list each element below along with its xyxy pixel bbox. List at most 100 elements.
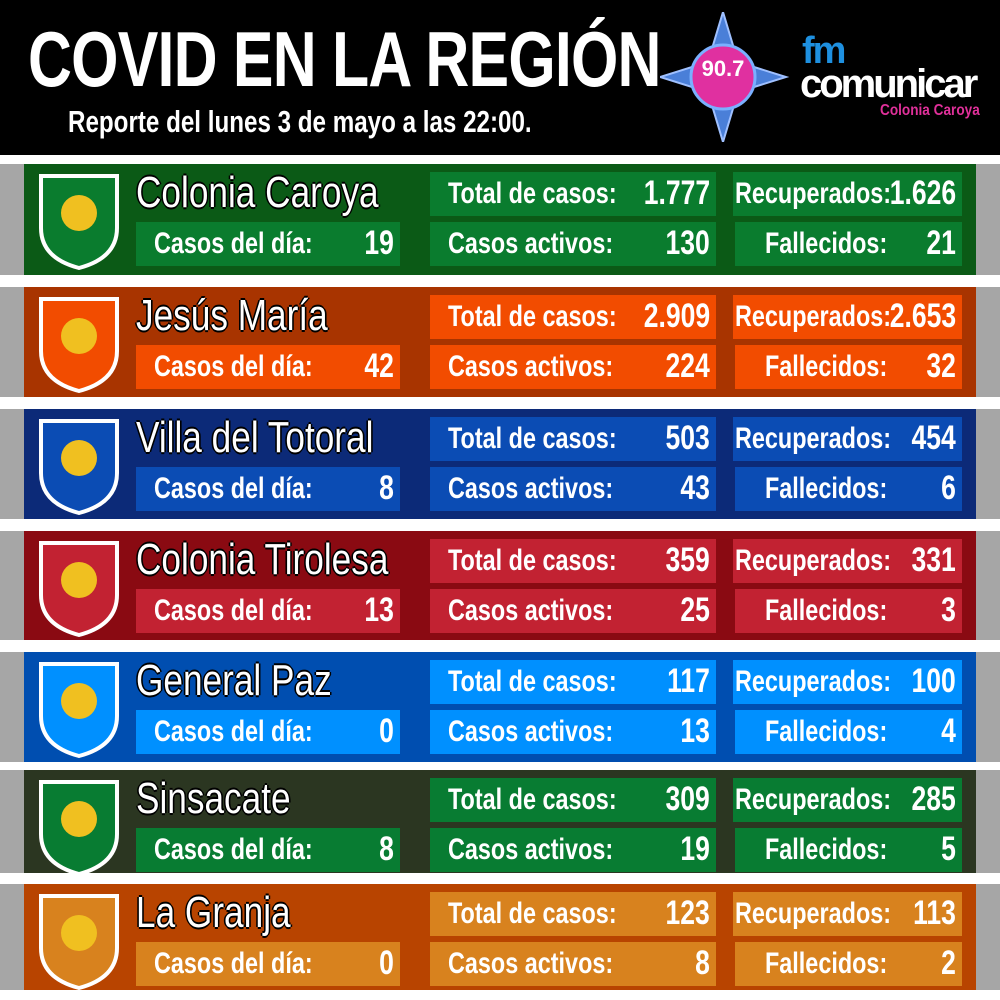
stat-label: Casos del día: bbox=[154, 350, 313, 383]
stat-label: Fallecidos: bbox=[765, 472, 888, 505]
radio-fm: fm bbox=[802, 30, 846, 72]
page-title: COVID EN LA REGIÓN bbox=[28, 15, 661, 103]
side-bar bbox=[0, 287, 24, 397]
town-crest-icon bbox=[39, 662, 119, 758]
stat-daily: Casos del día: 0 bbox=[136, 942, 400, 986]
stat-recovered: Recuperados: 1.626 bbox=[733, 172, 962, 216]
radio-frequency: 90.7 bbox=[701, 56, 745, 81]
stat-daily: Casos del día: 42 bbox=[136, 345, 400, 389]
stat-label: Fallecidos: bbox=[765, 715, 888, 748]
town-name: Colonia Caroya bbox=[136, 168, 379, 217]
stat-label: Casos activos: bbox=[448, 227, 614, 260]
stat-value: 1.777 bbox=[643, 174, 710, 212]
stat-value: 3 bbox=[941, 591, 956, 629]
stat-value: 503 bbox=[665, 419, 710, 457]
stat-value: 224 bbox=[665, 347, 710, 385]
stat-value: 43 bbox=[680, 469, 710, 507]
stat-total: Total de casos: 123 bbox=[430, 892, 716, 936]
stat-label: Casos del día: bbox=[154, 715, 313, 748]
stat-label: Recuperados: bbox=[735, 544, 892, 577]
stat-deaths: Fallecidos: 32 bbox=[735, 345, 962, 389]
town-name: Sinsacate bbox=[136, 774, 291, 823]
stat-value: 1.626 bbox=[889, 174, 956, 212]
town-crest-icon bbox=[39, 419, 119, 515]
side-bar bbox=[0, 531, 24, 640]
report-subtitle: Reporte del lunes 3 de mayo a las 22:00. bbox=[68, 104, 532, 139]
stat-label: Total de casos: bbox=[448, 897, 617, 930]
stat-label: Fallecidos: bbox=[765, 594, 888, 627]
side-bar bbox=[976, 409, 1000, 519]
town-crest-icon bbox=[39, 541, 119, 637]
stat-value: 0 bbox=[379, 712, 394, 750]
town-crest-icon bbox=[39, 174, 119, 270]
stat-label: Casos activos: bbox=[448, 350, 614, 383]
town-name: Villa del Totoral bbox=[136, 413, 374, 462]
stat-label: Recuperados: bbox=[735, 783, 892, 816]
stat-value: 100 bbox=[911, 662, 956, 700]
stat-label: Casos activos: bbox=[448, 472, 614, 505]
stat-label: Total de casos: bbox=[448, 544, 617, 577]
radio-star-icon bbox=[660, 12, 790, 142]
town-row: Villa del Totoral Casos del día: 8 Total de… bbox=[24, 409, 976, 519]
stat-label: Total de casos: bbox=[448, 177, 617, 210]
stat-label: Total de casos: bbox=[448, 300, 617, 333]
stat-total: Total de casos: 117 bbox=[430, 660, 716, 704]
stat-label: Casos del día: bbox=[154, 833, 313, 866]
stat-value: 2.909 bbox=[643, 297, 710, 335]
stat-deaths: Fallecidos: 2 bbox=[735, 942, 962, 986]
stat-active: Casos activos: 13 bbox=[430, 710, 716, 754]
stat-daily: Casos del día: 8 bbox=[136, 467, 400, 511]
stat-value: 2 bbox=[941, 944, 956, 982]
stat-recovered: Recuperados: 100 bbox=[733, 660, 962, 704]
side-bar bbox=[0, 770, 24, 873]
stat-deaths: Fallecidos: 4 bbox=[735, 710, 962, 754]
town-row: Colonia Caroya Casos del día: 19 Total de c… bbox=[24, 164, 976, 275]
stat-label: Total de casos: bbox=[448, 783, 617, 816]
stat-value: 19 bbox=[680, 830, 710, 868]
stat-value: 21 bbox=[926, 224, 956, 262]
town-row: Sinsacate Casos del día: 8 Total de casos: 3… bbox=[24, 770, 976, 876]
stat-value: 285 bbox=[911, 780, 956, 818]
town-name: General Paz bbox=[136, 656, 332, 705]
stat-value: 42 bbox=[364, 347, 394, 385]
town-name: Jesús María bbox=[136, 291, 328, 340]
stat-label: Recuperados: bbox=[735, 422, 892, 455]
stat-label: Fallecidos: bbox=[765, 227, 888, 260]
stat-value: 359 bbox=[665, 541, 710, 579]
stat-label: Recuperados: bbox=[735, 300, 892, 333]
stat-recovered: Recuperados: 454 bbox=[733, 417, 962, 461]
town-row: Colonia Tirolesa Casos del día: 13 Total de… bbox=[24, 531, 976, 640]
stat-value: 8 bbox=[695, 944, 710, 982]
stat-deaths: Fallecidos: 6 bbox=[735, 467, 962, 511]
stat-total: Total de casos: 1.777 bbox=[430, 172, 716, 216]
stat-value: 8 bbox=[379, 469, 394, 507]
stat-value: 123 bbox=[665, 894, 710, 932]
side-bar bbox=[976, 287, 1000, 397]
town-row: General Paz Casos del día: 0 Total de casos… bbox=[24, 652, 976, 762]
town-row: Jesús María Casos del día: 42 Total de caso… bbox=[24, 287, 976, 397]
stat-active: Casos activos: 130 bbox=[430, 222, 716, 266]
stat-total: Total de casos: 2.909 bbox=[430, 295, 716, 339]
stat-deaths: Fallecidos: 5 bbox=[735, 828, 962, 872]
stat-deaths: Fallecidos: 21 bbox=[735, 222, 962, 266]
stat-recovered: Recuperados: 2.653 bbox=[733, 295, 962, 339]
stat-label: Casos activos: bbox=[448, 947, 614, 980]
stat-value: 454 bbox=[911, 419, 956, 457]
stat-label: Casos del día: bbox=[154, 947, 313, 980]
stat-deaths: Fallecidos: 3 bbox=[735, 589, 962, 633]
town-row: La Granja Casos del día: 0 Total de casos: 1… bbox=[24, 884, 976, 990]
stat-value: 331 bbox=[911, 541, 956, 579]
town-crest-icon bbox=[39, 297, 119, 393]
side-bar bbox=[976, 164, 1000, 275]
stat-label: Casos activos: bbox=[448, 833, 614, 866]
stat-label: Casos del día: bbox=[154, 594, 313, 627]
side-bar bbox=[976, 652, 1000, 762]
stat-label: Fallecidos: bbox=[765, 947, 888, 980]
stat-value: 5 bbox=[941, 830, 956, 868]
stat-value: 32 bbox=[926, 347, 956, 385]
stat-label: Total de casos: bbox=[448, 422, 617, 455]
stat-value: 4 bbox=[941, 712, 956, 750]
town-name: Colonia Tirolesa bbox=[136, 535, 389, 584]
stat-label: Casos del día: bbox=[154, 227, 313, 260]
side-bar bbox=[976, 770, 1000, 873]
